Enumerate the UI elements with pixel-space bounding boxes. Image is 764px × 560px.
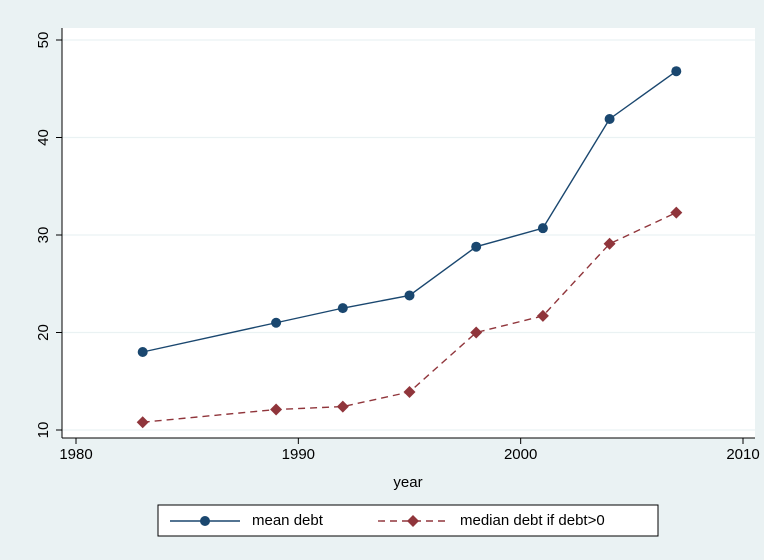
x-tick-label: 1990 [282, 446, 315, 463]
marker [136, 416, 149, 429]
marker [271, 317, 282, 328]
marker [270, 403, 283, 416]
marker [603, 237, 616, 250]
x-tick-label: 2000 [504, 446, 537, 463]
series-line [142, 211, 677, 423]
plot-area [62, 28, 755, 438]
marker [537, 223, 548, 234]
y-tick-label: 40 [35, 129, 52, 146]
marker [671, 66, 682, 77]
marker [403, 385, 416, 398]
marker [337, 303, 348, 314]
marker [536, 309, 549, 322]
y-tick-label: 10 [35, 422, 52, 439]
x-axis-title: year [393, 474, 422, 491]
legend-label: mean debt [252, 512, 324, 529]
marker [336, 400, 349, 413]
x-tick-label: 1980 [59, 446, 92, 463]
marker [604, 113, 615, 124]
marker [470, 326, 483, 339]
legend-marker [407, 515, 419, 527]
y-tick-label: 30 [35, 227, 52, 244]
marker [137, 347, 148, 357]
legend-label: median debt if debt>0 [460, 512, 605, 529]
y-tick-label: 50 [35, 32, 52, 49]
y-tick-label: 20 [35, 324, 52, 341]
x-tick-label: 2010 [726, 446, 759, 463]
marker [404, 290, 415, 301]
marker [471, 241, 482, 252]
series-line [142, 70, 677, 353]
legend-marker [200, 516, 210, 526]
marker [670, 206, 683, 219]
